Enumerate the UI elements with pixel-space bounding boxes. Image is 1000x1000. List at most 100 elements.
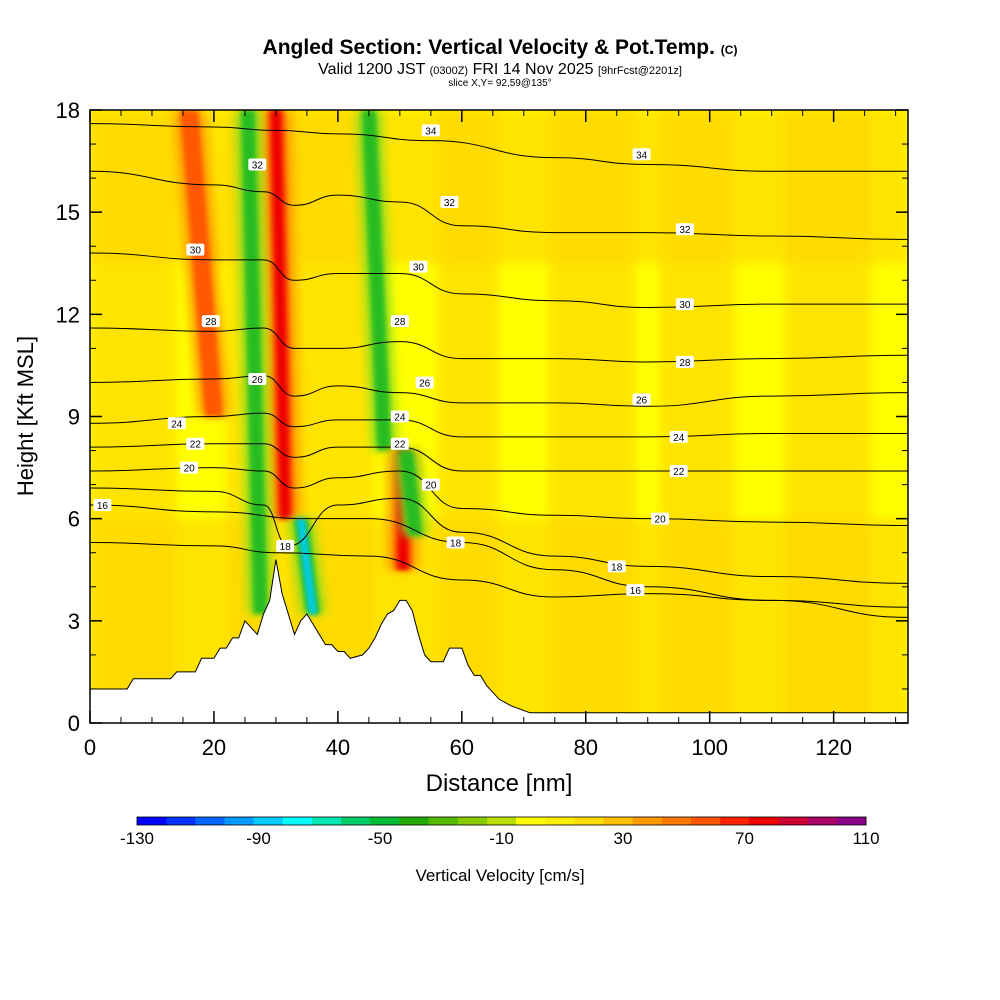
isentrope-label: 28	[390, 315, 409, 328]
isentrope-label: 32	[440, 195, 459, 209]
isentrope-label: 34	[632, 148, 651, 161]
isentrope-label: 20	[421, 478, 440, 492]
isentrope-label-text: 18	[280, 542, 292, 553]
isentrope-label-text: 32	[444, 198, 456, 209]
isentrope-label-text: 18	[611, 562, 623, 573]
colorbar-tick-label: 110	[852, 829, 879, 848]
colorbar-tick-label: -10	[489, 829, 514, 848]
downdraft-plume	[241, 110, 268, 615]
isentrope-line	[90, 443, 908, 472]
isentrope-label-bg	[180, 461, 199, 474]
isentrope-label-bg	[248, 158, 267, 171]
isentrope-label: 22	[186, 437, 205, 451]
isentrope-label-text: 26	[636, 395, 648, 406]
isentrope-label-bg	[186, 243, 205, 256]
colorbar-swatch	[370, 817, 400, 825]
isentrope-label: 26	[632, 393, 651, 406]
isentrope-label-text: 22	[190, 440, 202, 451]
x-tick-label: 80	[574, 735, 598, 760]
isentrope-label: 18	[446, 536, 465, 550]
isentrope-label-bg	[675, 223, 694, 236]
isentrope-line	[90, 123, 908, 172]
updraft-plume	[270, 110, 291, 519]
terrain	[90, 559, 908, 723]
isentrope-label: 24	[167, 417, 186, 430]
colorbar-swatch	[428, 817, 459, 825]
isentrope-label-text: 18	[450, 539, 462, 550]
isentrope-line	[90, 375, 908, 407]
colorbar-swatch	[778, 817, 809, 825]
x-tick-label: 0	[84, 735, 96, 760]
isentrope-label-bg	[651, 512, 670, 525]
isentrope-label-text: 26	[252, 375, 264, 386]
isentrope-label: 22	[669, 464, 688, 478]
isentrope-label-bg	[440, 195, 459, 208]
isentrope-label-bg	[390, 315, 409, 328]
isentrope-label-text: 32	[679, 225, 691, 236]
slice-info: slice X,Y= 92,59@135°	[448, 78, 552, 89]
isentrope-label-text: 30	[190, 246, 202, 257]
x-axis-label: Distance [nm]	[426, 770, 573, 797]
colorbar-tick-label: -50	[368, 829, 393, 848]
colorbar-swatch	[807, 817, 838, 825]
downdraft-plume	[296, 518, 318, 615]
colorbar-swatch	[574, 817, 605, 825]
isentrope-line	[90, 542, 908, 608]
isentrope-label-bg	[201, 315, 220, 328]
isentrope-label: 16	[626, 584, 645, 597]
isentrope-label: 26	[415, 376, 434, 389]
valid-date: FRI 14 Nov 2025	[472, 61, 594, 78]
y-tick-label: 15	[56, 200, 80, 225]
isentrope-label-text: 34	[636, 150, 648, 161]
updraft-plume	[180, 110, 223, 417]
forecast-info: [9hrFcst@2201z]	[597, 65, 682, 77]
colorbar-swatch	[137, 817, 167, 825]
colorbar-frame	[136, 816, 867, 826]
x-tick-label: 20	[202, 735, 226, 760]
valid-zulu: (0300Z)	[429, 65, 469, 77]
isentrope-labels: 16 16 18 18 18 20 20 20 22 22 22 24 24 24 26 26 26 28 28 28…	[93, 124, 694, 597]
colorbar-tick-label: -130	[120, 829, 154, 848]
isentrope-label: 16	[93, 499, 112, 512]
y-tick-label: 18	[56, 98, 80, 123]
isentrope-label-bg	[632, 148, 651, 161]
isentrope-label-bg	[248, 373, 267, 386]
colorbar-swatch	[545, 817, 575, 825]
isentrope-label-bg	[421, 124, 440, 137]
plot-area: 16 16 18 18 18 20 20 20 22 22 22 24 24 24 26 26 26 28 28 28…	[90, 110, 908, 723]
isentrope-label-text: 20	[184, 464, 196, 475]
isentrope-label-text: 22	[673, 467, 685, 478]
isentrope-label-bg	[390, 437, 409, 450]
isentrope-label-bg	[93, 499, 112, 512]
isentrope-line	[90, 252, 908, 309]
x-tick-label: 60	[450, 735, 474, 760]
isentrope-label: 28	[675, 356, 694, 369]
isentrope-label-bg	[607, 560, 626, 573]
isentrope-label-text: 24	[673, 433, 685, 444]
isentrope-label: 20	[180, 461, 199, 475]
isentrope-label: 18	[276, 539, 295, 553]
isentrope-label-bg	[409, 260, 428, 273]
isentrope-line	[90, 412, 908, 438]
y-tick-label: 0	[68, 711, 80, 736]
y-axis-label: Height [Kft MSL]	[13, 336, 38, 496]
isentrope-label-bg	[675, 356, 694, 369]
colorbar-tick-label: -90	[246, 829, 271, 848]
isentrope-label: 26	[248, 373, 267, 386]
isentrope-label: 32	[675, 223, 694, 236]
isentrope-label-bg	[186, 437, 205, 450]
x-tick-label: 100	[691, 735, 728, 760]
colorbar-swatch	[516, 817, 546, 825]
isentrope-label: 20	[651, 512, 670, 526]
isentrope-label-text: 32	[252, 160, 264, 171]
isentrope-label-bg	[626, 584, 645, 597]
colorbar-swatch	[749, 817, 780, 825]
colorbar-swatch	[166, 817, 196, 825]
colorbar-swatch	[341, 817, 371, 825]
colorbar: -130 -90 -50 -10 30 70 110	[120, 816, 880, 848]
isentrope-label-bg	[675, 298, 694, 311]
y-tick-label: 6	[68, 507, 80, 532]
isentrope-label-text: 16	[630, 586, 642, 597]
colorbar-tick-label: 30	[614, 829, 633, 848]
